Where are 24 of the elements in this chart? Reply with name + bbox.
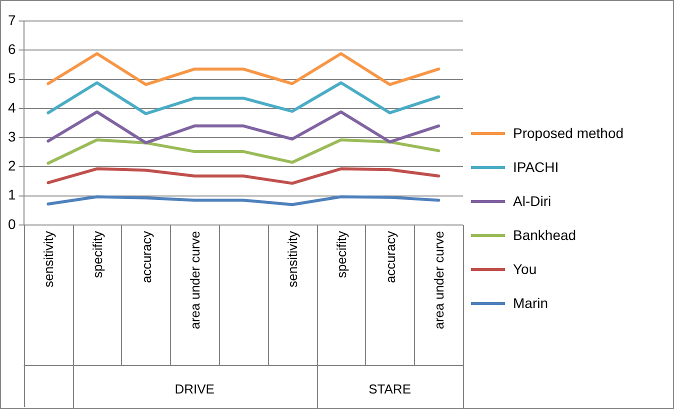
x-tick-label: area under curve [188, 231, 203, 330]
x-tick-label: sensitivity [41, 230, 56, 288]
text: STARE [368, 382, 412, 397]
x-tick-label: area under curve [432, 231, 447, 330]
x-tick-label: specifity [90, 230, 105, 278]
legend-label: Bankhead [513, 227, 576, 243]
y-tick-label: 0 [8, 216, 16, 232]
x-tick-label: accuracy [382, 230, 398, 284]
y-tick-label: 6 [8, 41, 16, 57]
legend-label: Proposed method [513, 125, 624, 141]
y-tick-label: 3 [8, 128, 16, 144]
text: DRIVE [174, 382, 215, 397]
legend-label: Marin [513, 295, 548, 311]
y-tick-label: 7 [8, 12, 16, 28]
y-tick-label: 2 [8, 158, 16, 174]
y-tick-label: 4 [8, 99, 16, 116]
legend-label: You [513, 261, 537, 277]
y-tick-label: 1 [8, 186, 16, 203]
x-tick-label: sensitivity [285, 230, 300, 288]
y-tick-label: 5 [8, 70, 16, 86]
x-tick-label: specifity [334, 230, 349, 278]
legend-label: Al-Diri [513, 193, 552, 209]
legend-label: IPACHI [513, 159, 559, 175]
x-tick-label: accuracy [138, 230, 154, 284]
